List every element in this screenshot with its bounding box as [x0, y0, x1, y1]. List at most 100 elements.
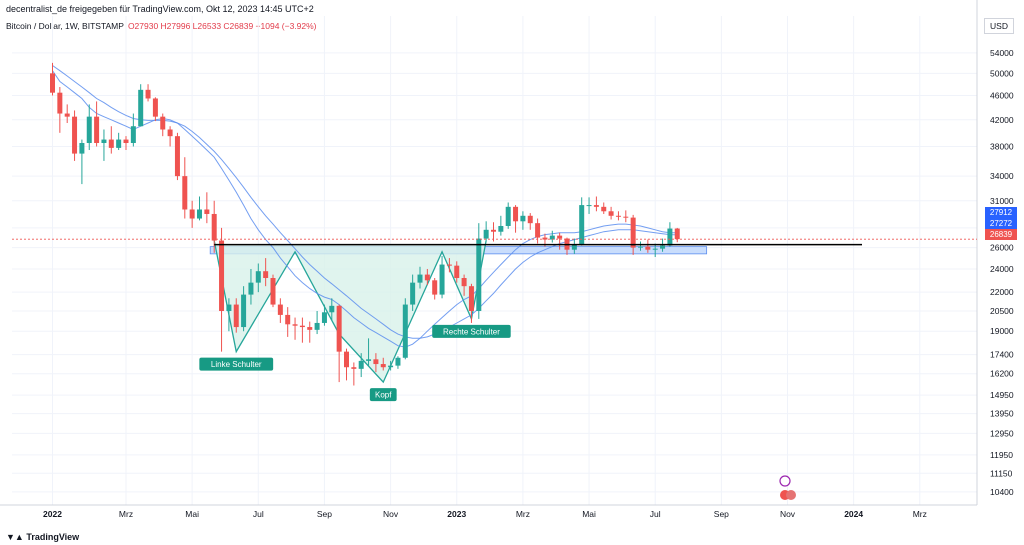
candle — [395, 356, 401, 369]
candle — [549, 230, 555, 243]
candle-body — [277, 304, 283, 315]
currency-button[interactable]: USD — [984, 18, 1014, 34]
candle-body — [226, 304, 232, 311]
symbol-legend: Bitcoin / Dollar, 1W, BITSTAMP O27930 H27… — [6, 21, 317, 31]
y-tick-label: 17400 — [990, 350, 1014, 360]
candle — [50, 62, 55, 96]
x-tick-label: Mrz — [516, 509, 530, 519]
candle-body — [542, 237, 548, 240]
candle-body — [623, 216, 629, 218]
candle-body — [336, 305, 342, 352]
chart-credit: decentralist_de freigegeben für TradingV… — [6, 4, 314, 14]
candle-body — [417, 274, 423, 283]
candle — [263, 258, 269, 287]
y-tick-label: 13950 — [990, 409, 1014, 419]
y-tick-label: 42000 — [990, 115, 1014, 125]
candle — [57, 87, 63, 133]
candle-body — [630, 217, 636, 248]
y-tick-label: 16200 — [990, 369, 1014, 379]
candle-body — [64, 113, 70, 117]
tradingview-logo-icon: ▼▲ — [6, 532, 27, 542]
candle-body — [446, 264, 452, 266]
candle — [86, 104, 92, 151]
pattern-label-bg — [199, 357, 274, 371]
candle — [674, 227, 680, 243]
x-tick-label: Mai — [582, 509, 596, 519]
candle-body — [373, 359, 379, 365]
candle — [299, 317, 305, 343]
candle — [307, 321, 313, 343]
candle — [358, 353, 364, 378]
candle — [498, 215, 504, 236]
candle — [167, 126, 173, 147]
candle-body — [263, 271, 269, 279]
candle-body — [439, 264, 445, 295]
candle-body — [498, 225, 504, 232]
candle — [424, 268, 430, 285]
pattern-label-bg — [369, 388, 397, 402]
x-tick-label: Jul — [253, 509, 264, 519]
candle-body — [358, 360, 364, 369]
y-tick-label: 26000 — [990, 243, 1014, 253]
candle-body — [255, 271, 261, 283]
candle — [226, 298, 232, 332]
candle — [505, 202, 511, 229]
candle — [219, 227, 225, 352]
y-tick-label: 14950 — [990, 390, 1014, 400]
candle-body — [241, 294, 247, 328]
symbol-name[interactable]: Bitcoin / Dollar, 1W, BITSTAMP — [6, 21, 124, 31]
y-tick-label: 11150 — [990, 468, 1013, 478]
x-tick-label: Sep — [714, 509, 729, 519]
candle — [160, 113, 166, 137]
candle — [439, 255, 445, 299]
candle — [336, 304, 342, 383]
candle-body — [79, 143, 85, 154]
candle-body — [307, 327, 313, 330]
candle-body — [483, 229, 489, 239]
candle — [380, 357, 386, 371]
candle-body — [432, 280, 438, 295]
pattern-label: Kopf — [369, 388, 397, 402]
candle — [329, 298, 335, 321]
candle-body — [233, 304, 239, 328]
y-tick-label: 19000 — [990, 326, 1014, 336]
candle-body — [108, 139, 114, 148]
candle — [630, 214, 636, 255]
price-tag-last: 26839 — [985, 229, 1017, 240]
candle — [593, 196, 599, 212]
candle-body — [321, 312, 327, 323]
candle — [410, 274, 416, 311]
candle — [638, 241, 643, 251]
y-tick-label: 31000 — [990, 196, 1014, 206]
candle — [174, 132, 180, 181]
candle — [527, 213, 533, 230]
x-tick-label: Jul — [650, 509, 661, 519]
y-tick-label: 20500 — [990, 306, 1014, 316]
candle — [366, 338, 372, 366]
candle-body — [285, 314, 291, 325]
candle — [667, 222, 673, 247]
candle — [94, 101, 100, 147]
x-tick-label: Sep — [317, 509, 332, 519]
candle — [373, 353, 379, 373]
candle-body — [535, 223, 541, 238]
candle — [461, 274, 467, 296]
candle-body — [86, 116, 92, 144]
candle-body — [189, 209, 195, 219]
x-tick-label: Mrz — [119, 509, 133, 519]
candle — [571, 238, 577, 254]
y-tick-label: 24000 — [990, 264, 1014, 274]
candle-body — [138, 89, 144, 127]
candle — [579, 197, 585, 246]
candle-body — [130, 126, 136, 144]
candle — [344, 348, 349, 381]
candle — [615, 211, 621, 221]
candle-body — [314, 322, 320, 330]
candle-body — [579, 205, 585, 245]
candle-body — [491, 229, 496, 232]
candle — [321, 304, 327, 326]
candle — [483, 221, 489, 241]
candle-body — [380, 364, 386, 368]
candle — [351, 362, 357, 386]
